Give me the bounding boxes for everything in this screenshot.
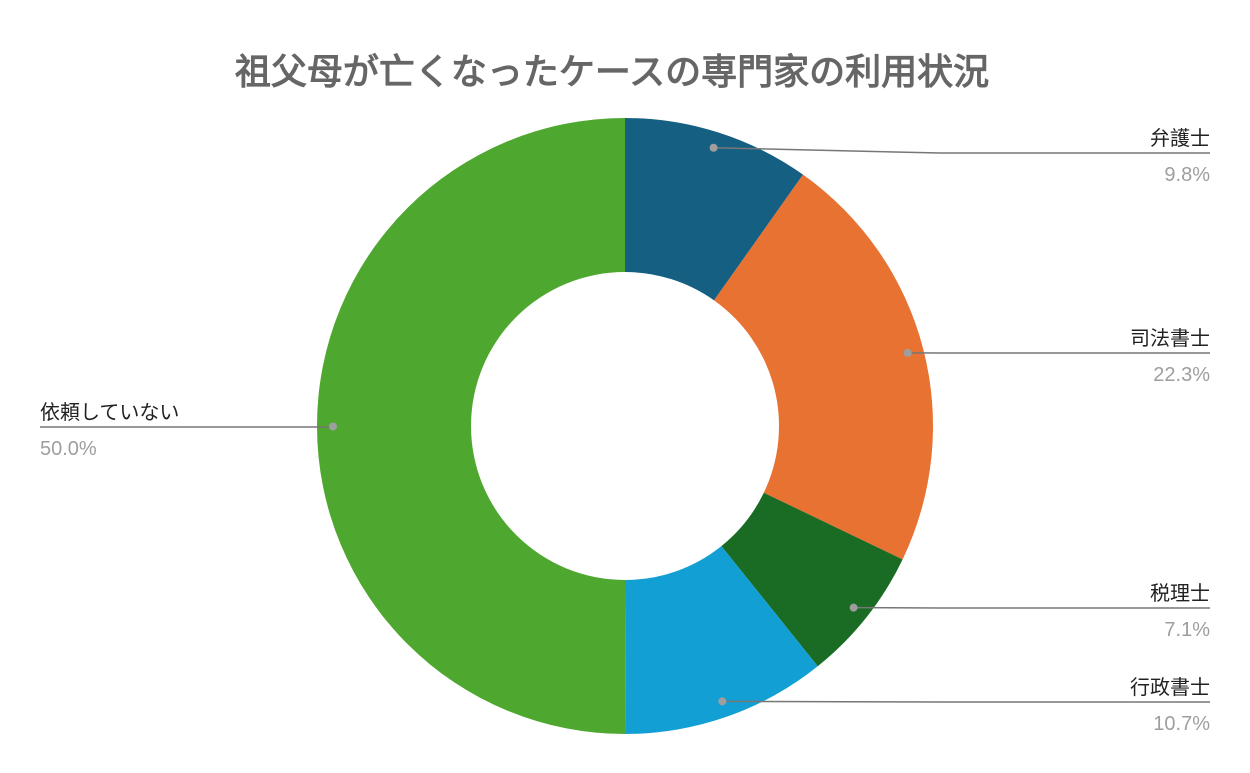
slice-value-3: 10.7%: [1153, 713, 1210, 735]
slice-3: [625, 546, 818, 734]
slice-label-1: 司法書士: [1130, 326, 1210, 350]
slice-0: [625, 118, 804, 301]
leader-line-0: [713, 147, 1210, 154]
slice-value-2: 7.1%: [1164, 619, 1210, 641]
slice-label-2: 税理士: [1150, 581, 1210, 605]
slice-value-4: 50.0%: [40, 438, 97, 460]
leader-line-3: [722, 700, 1210, 703]
slice-label-4: 依頼していない: [40, 400, 179, 424]
leader-dot-0: [709, 143, 718, 152]
slice-label-3: 行政書士: [1130, 675, 1210, 699]
leader-dot-2: [849, 603, 858, 612]
slice-1: [714, 174, 933, 560]
slice-label-0: 弁護士: [1150, 126, 1210, 150]
leader-dot-4: [329, 422, 338, 431]
leader-line-4: [40, 426, 334, 428]
slice-value-0: 9.8%: [1164, 164, 1210, 186]
slice-2: [721, 492, 903, 667]
leader-dot-1: [903, 348, 912, 357]
leader-dot-3: [718, 697, 727, 706]
slice-4: [316, 118, 626, 734]
slice-value-1: 22.3%: [1153, 364, 1210, 386]
chart-title: 祖父母が亡くなったケースの専門家の利用状況: [235, 52, 989, 93]
